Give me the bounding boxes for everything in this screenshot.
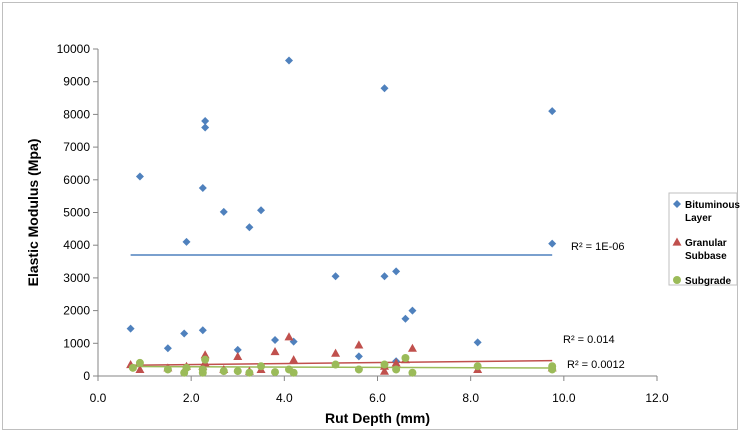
r-squared-label: R² = 0.0012 xyxy=(567,359,625,371)
data-point xyxy=(271,368,280,377)
data-point xyxy=(200,350,210,359)
y-tick-label: 7000 xyxy=(63,140,90,154)
data-point xyxy=(201,116,210,125)
data-point xyxy=(289,368,298,377)
data-point xyxy=(331,360,340,369)
data-point xyxy=(270,346,280,356)
legend: Bituminous Layer Granular Subbase Subgrade xyxy=(668,192,740,287)
y-axis-title: Elastic Modulus (Mpa) xyxy=(25,139,41,287)
data-point xyxy=(163,365,172,374)
y-tick-label: 3000 xyxy=(63,271,90,285)
y-tick-label: 5000 xyxy=(63,206,90,220)
data-point xyxy=(180,329,189,338)
data-point xyxy=(473,338,482,347)
y-tick-label: 4000 xyxy=(63,238,90,252)
data-point xyxy=(126,324,135,333)
legend-label: Layer xyxy=(685,213,712,224)
data-point xyxy=(548,239,557,248)
data-point xyxy=(354,352,363,361)
y-tick-label: 2000 xyxy=(63,304,90,318)
data-point xyxy=(219,367,228,376)
x-tick-label: 0.0 xyxy=(90,391,107,405)
y-tick-label: 6000 xyxy=(63,173,90,187)
data-point xyxy=(473,362,482,371)
data-point xyxy=(548,107,557,116)
legend-box xyxy=(668,192,738,286)
data-point xyxy=(379,366,389,375)
x-tick-label: 8.0 xyxy=(462,391,479,405)
data-point xyxy=(354,365,363,374)
data-point xyxy=(128,363,137,372)
legend-marker xyxy=(672,237,682,246)
data-point xyxy=(182,363,191,372)
data-point xyxy=(548,365,557,374)
data-point xyxy=(354,340,364,349)
y-tick-label: 0 xyxy=(83,369,90,383)
data-point xyxy=(257,362,266,371)
axes-layer: 0 1000 2000 3000 4000 5000 6000 7000 8000 9000 100… xyxy=(25,42,669,426)
x-axis-title: Rut Depth (mm) xyxy=(325,410,430,426)
data-point xyxy=(163,344,172,353)
data-point xyxy=(245,223,254,232)
data-point xyxy=(380,360,389,369)
data-point xyxy=(408,306,417,315)
data-point xyxy=(284,332,294,341)
y-tick-label: 8000 xyxy=(63,107,90,121)
data-point xyxy=(284,56,293,65)
legend-marker xyxy=(673,276,681,284)
r-squared-label: R² = 0.014 xyxy=(563,334,615,346)
data-point xyxy=(201,355,210,364)
data-point xyxy=(391,358,401,367)
trendlines-layer xyxy=(130,254,553,369)
y-tick-label: 10000 xyxy=(57,42,91,56)
data-point xyxy=(233,351,243,360)
labels-layer: R² = 1E-06 R² = 0.014 R² = 0.0012 xyxy=(563,241,625,371)
x-tick-label: 6.0 xyxy=(369,391,386,405)
data-point xyxy=(392,267,401,276)
legend-label: Bituminous xyxy=(685,200,740,211)
data-point xyxy=(380,272,389,281)
data-point xyxy=(233,345,242,354)
legend-marker xyxy=(673,200,681,208)
x-tick-label: 10.0 xyxy=(552,391,576,405)
data-point xyxy=(257,206,266,215)
data-point xyxy=(392,365,401,374)
legend-label: Subbase xyxy=(685,251,727,262)
points-layer xyxy=(126,56,557,377)
data-point xyxy=(289,355,299,364)
data-point xyxy=(331,272,340,281)
data-point xyxy=(198,326,207,335)
trendline xyxy=(130,365,553,369)
data-point xyxy=(380,84,389,93)
data-point xyxy=(135,172,144,181)
y-tick-label: 9000 xyxy=(63,75,90,89)
x-tick-label: 2.0 xyxy=(183,391,200,405)
data-point xyxy=(331,348,341,357)
data-point xyxy=(219,207,228,216)
data-point xyxy=(407,343,417,352)
data-point xyxy=(135,364,145,374)
legend-label: Subgrade xyxy=(685,276,732,287)
data-point xyxy=(401,314,410,323)
data-point xyxy=(201,123,210,132)
data-point xyxy=(198,365,207,374)
data-point xyxy=(245,368,254,377)
y-tick-label: 1000 xyxy=(63,336,90,350)
r-squared-label: R² = 1E-06 xyxy=(571,241,625,253)
data-point xyxy=(198,183,207,192)
x-tick-label: 4.0 xyxy=(276,391,293,405)
data-point xyxy=(408,368,417,377)
legend-label: Granular xyxy=(685,238,727,249)
data-point xyxy=(233,367,242,376)
data-point xyxy=(271,336,280,345)
data-point xyxy=(401,354,410,363)
data-point xyxy=(182,237,191,246)
x-tick-label: 12.0 xyxy=(645,391,669,405)
trendline xyxy=(130,359,553,366)
data-point xyxy=(135,358,144,367)
